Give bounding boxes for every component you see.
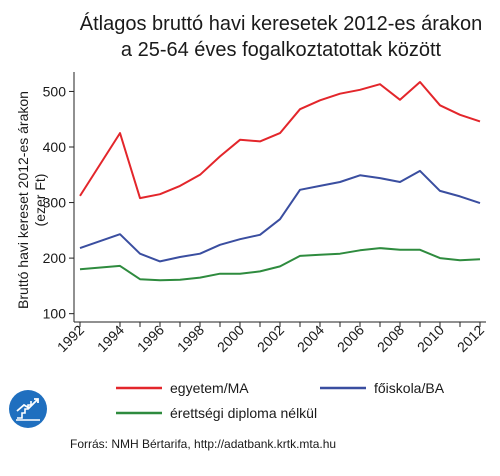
legend-label-foiskola: főiskola/BA bbox=[374, 380, 445, 396]
y-tick-label: 100 bbox=[43, 306, 67, 322]
series-line-0 bbox=[79, 81, 481, 200]
y-axis-label-line-2: (ezer Ft) bbox=[32, 174, 48, 227]
legend-label-erettsegi: érettségi diploma nélkül bbox=[170, 405, 317, 421]
y-tick-label: 300 bbox=[43, 195, 67, 211]
y-tick-label: 200 bbox=[43, 250, 67, 266]
x-tick-label: 2008 bbox=[374, 322, 407, 355]
y-tick-label: 400 bbox=[43, 139, 67, 155]
x-tick-label: 1998 bbox=[174, 322, 207, 355]
x-tick-label: 2010 bbox=[414, 322, 447, 355]
x-tick-label: 1996 bbox=[134, 322, 167, 355]
y-axis-label-line-1: Bruttó havi kereset 2012-es árakon bbox=[15, 91, 31, 309]
legend-label-egyetem: egyetem/MA bbox=[170, 380, 249, 396]
legend: egyetem/MA főiskola/BA érettségi diploma… bbox=[116, 380, 445, 421]
x-tick-label: 1992 bbox=[54, 322, 87, 355]
x-tick-label: 2012 bbox=[454, 322, 487, 355]
x-tick-label: 2002 bbox=[254, 322, 287, 355]
series-line-2 bbox=[79, 247, 481, 282]
x-tick-label: 2006 bbox=[334, 322, 367, 355]
y-axis-title: Bruttó havi kereset 2012-es árakon (ezer… bbox=[15, 91, 48, 309]
x-tick-label: 2000 bbox=[214, 322, 247, 355]
x-tick-label: 1994 bbox=[94, 322, 127, 355]
source-note: Forrás: NMH Bértarifa, http://adatbank.k… bbox=[70, 437, 336, 451]
chart-title-line-1: Átlagos bruttó havi keresetek 2012-es ár… bbox=[80, 12, 482, 35]
x-tick-label: 2004 bbox=[294, 322, 327, 355]
growth-chart-icon bbox=[9, 390, 47, 428]
series-line-1 bbox=[79, 169, 481, 263]
y-tick-label: 500 bbox=[43, 83, 67, 99]
chart-title-line-2: a 25-64 éves fogalkoztatottak között bbox=[121, 39, 442, 61]
